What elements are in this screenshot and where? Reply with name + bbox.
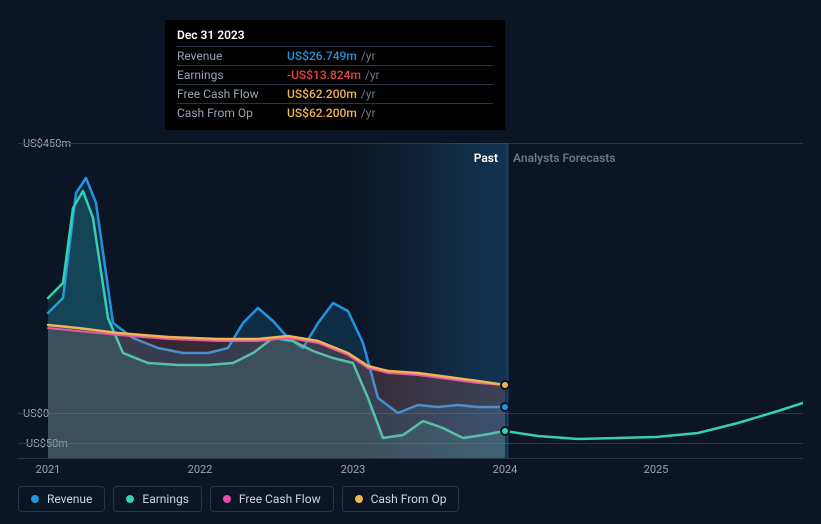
legend-label: Free Cash Flow <box>239 492 321 506</box>
tooltip-date: Dec 31 2023 <box>177 28 493 46</box>
series-marker <box>500 380 510 390</box>
period-past-label: Past <box>474 151 498 165</box>
tooltip-metric-unit: /yr <box>361 49 376 63</box>
tooltip-metric-value: US$62.200m <box>287 106 357 120</box>
chart-legend: Revenue Earnings Free Cash Flow Cash From O… <box>18 486 459 512</box>
legend-item[interactable]: Free Cash Flow <box>210 486 334 512</box>
chart-svg <box>18 143 803 458</box>
tooltip-metric-unit: /yr <box>365 68 380 82</box>
tooltip-row: Cash From OpUS$62.200m/yr <box>177 103 493 122</box>
tooltip-row: Free Cash FlowUS$62.200m/yr <box>177 84 493 103</box>
legend-item[interactable]: Earnings <box>113 486 202 512</box>
legend-dot-icon <box>355 495 363 503</box>
legend-item[interactable]: Cash From Op <box>342 486 460 512</box>
tooltip-metric-value: US$26.749m <box>287 49 357 63</box>
legend-dot-icon <box>31 495 39 503</box>
tooltip-metric-value: -US$13.824m <box>287 68 361 82</box>
series-marker <box>500 402 510 412</box>
tooltip-row: Earnings-US$13.824m/yr <box>177 65 493 84</box>
earnings-revenue-chart: US$450mUS$0-US$50m PastAnalysts Forecast… <box>18 125 803 458</box>
tooltip-metric-value: US$62.200m <box>287 87 357 101</box>
x-axis-tick: 2024 <box>493 463 518 476</box>
x-axis-tick: 2025 <box>644 463 669 476</box>
chart-tooltip: Dec 31 2023 RevenueUS$26.749m/yrEarnings… <box>165 20 505 130</box>
legend-label: Revenue <box>47 492 92 506</box>
tooltip-metric-unit: /yr <box>361 87 376 101</box>
x-axis: 2021 2022 2023 2024 2025 <box>18 463 803 483</box>
legend-label: Earnings <box>142 492 189 506</box>
legend-dot-icon <box>223 495 231 503</box>
tooltip-metric-label: Earnings <box>177 68 287 82</box>
legend-label: Cash From Op <box>371 492 447 506</box>
x-axis-tick: 2022 <box>188 463 213 476</box>
chart-plot-area[interactable]: PastAnalysts Forecasts 20212022202320242… <box>18 143 803 458</box>
x-axis-tick: 2023 <box>341 463 366 476</box>
tooltip-metric-unit: /yr <box>361 106 376 120</box>
x-axis-tick: 2021 <box>36 463 61 476</box>
series-marker <box>500 426 510 436</box>
tooltip-metric-label: Revenue <box>177 49 287 63</box>
tooltip-row: RevenueUS$26.749m/yr <box>177 46 493 65</box>
period-forecast-label: Analysts Forecasts <box>513 151 615 165</box>
tooltip-metric-label: Free Cash Flow <box>177 87 287 101</box>
legend-item[interactable]: Revenue <box>18 486 105 512</box>
tooltip-metric-label: Cash From Op <box>177 106 287 120</box>
legend-dot-icon <box>126 495 134 503</box>
